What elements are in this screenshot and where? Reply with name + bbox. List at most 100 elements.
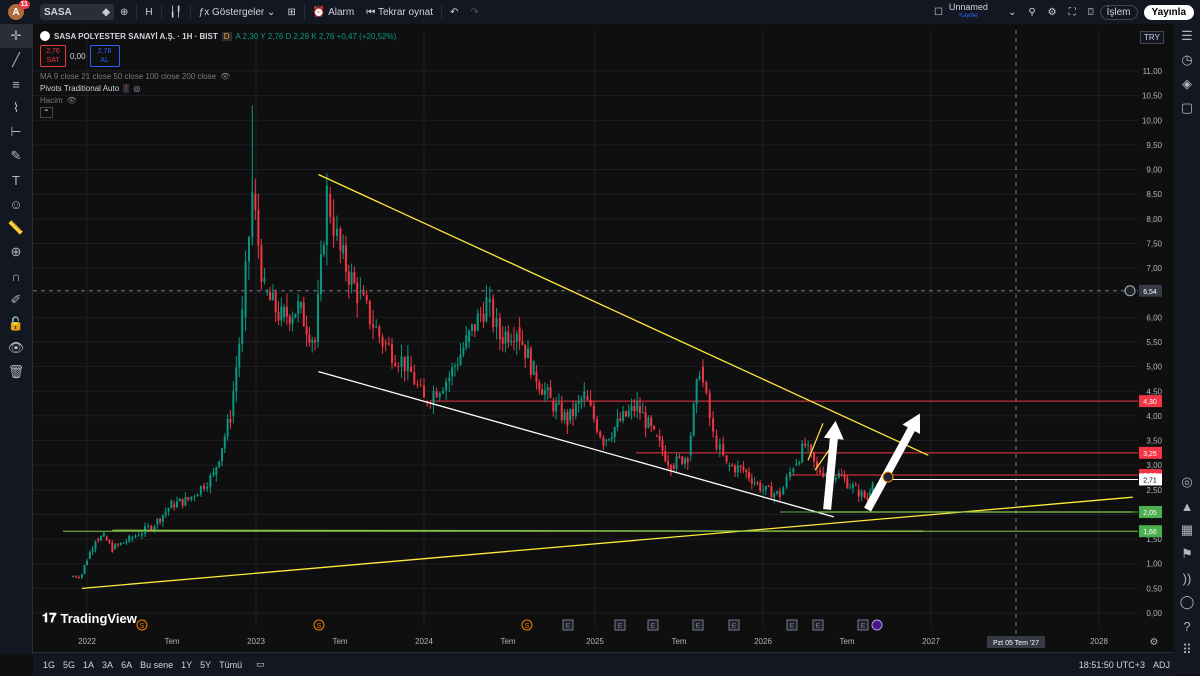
settings-icon[interactable]: ⚙ — [1047, 6, 1057, 18]
candle-body — [77, 577, 80, 579]
quick-search-icon[interactable]: ⚲ — [1028, 6, 1036, 18]
x-tick-label: 2028 — [1090, 637, 1108, 646]
layout-name[interactable]: Unnamed Kaydet — [948, 2, 988, 20]
candle-body — [283, 306, 286, 318]
chart-type-icon[interactable]: ╽╿ — [169, 6, 182, 18]
pattern-icon[interactable]: ⌇ — [12, 100, 20, 115]
alerts-clock-icon[interactable]: ◷ — [1181, 52, 1193, 67]
trash-icon[interactable]: 🗑 — [7, 364, 25, 379]
help-icon[interactable]: ? — [1183, 618, 1191, 634]
earnings-marker-icon[interactable] — [786, 619, 798, 631]
candle-body — [669, 465, 672, 472]
flag-icon[interactable]: ⚑ — [1181, 546, 1193, 561]
lock-icon[interactable]: 🔓 — [7, 316, 25, 331]
volume-eye-icon[interactable]: 👁 — [66, 95, 77, 105]
broadcast-icon[interactable]: )) — [1182, 570, 1192, 586]
magnet-icon[interactable]: ∩ — [11, 268, 21, 284]
earnings-marker-icon[interactable] — [812, 619, 824, 631]
price-tag — [1139, 395, 1162, 408]
earnings-marker-icon[interactable] — [647, 619, 659, 631]
candle-body — [223, 436, 226, 449]
range-1[interactable]: 5G — [63, 659, 76, 670]
up-icon[interactable]: ▲ — [1180, 498, 1194, 514]
redo-icon[interactable]: ↷ — [470, 6, 479, 18]
split-marker-icon[interactable] — [136, 619, 148, 631]
range-7[interactable]: 5Y — [200, 659, 212, 670]
compass-icon[interactable]: ◎ — [1181, 474, 1193, 489]
candle-body — [596, 418, 599, 432]
sell-button[interactable]: 2,76 SAT — [40, 45, 66, 67]
range-8[interactable]: Tümü — [219, 659, 243, 670]
split-marker-icon[interactable] — [521, 619, 533, 631]
currency-selector[interactable]: TRY — [1140, 31, 1164, 44]
layouts-icon[interactable]: ⊞ — [287, 6, 296, 18]
adj-toggle[interactable]: ADJ — [1152, 659, 1170, 670]
dividend-marker-icon[interactable] — [871, 619, 883, 631]
earnings-marker-icon[interactable] — [857, 619, 869, 631]
earnings-marker-icon[interactable] — [562, 619, 574, 631]
ruler-icon[interactable]: 📏 — [7, 220, 25, 235]
publish-button[interactable]: Yayınla — [1143, 4, 1194, 20]
candle-body — [555, 402, 558, 412]
earnings-marker-icon[interactable] — [614, 619, 626, 631]
chat-icon[interactable]: ▢ — [1180, 100, 1194, 115]
range-2[interactable]: 1A — [83, 659, 95, 670]
watchlist-icon[interactable]: ☰ — [1181, 28, 1193, 43]
snapshot-icon[interactable]: ⌼ — [1087, 6, 1094, 18]
symbol-search-button[interactable]: SASA ◈ — [40, 4, 114, 20]
layout-checkbox[interactable]: ☐ — [933, 6, 943, 18]
apps-icon[interactable]: ⠿ — [1182, 642, 1192, 657]
pivots-warning-icon[interactable]: ! — [123, 83, 130, 93]
text-icon[interactable]: T — [12, 172, 20, 188]
volume-legend[interactable]: Hacim — [40, 95, 63, 105]
brush-icon[interactable]: ✎ — [10, 148, 22, 163]
emoji-icon[interactable]: ☺ — [9, 196, 23, 212]
bottom-toolbar: 1G 5G 1A 3A 6A Bu sene 1Y 5Y Tümü ▭ 18:51:50 UTC… — [33, 652, 1174, 676]
calendar-icon[interactable]: ▦ — [1180, 522, 1194, 537]
pivots-legend[interactable]: Pivots Traditional Auto — [40, 83, 120, 93]
interval-button[interactable]: H — [145, 6, 153, 18]
eye-icon[interactable]: 👁 — [7, 340, 25, 355]
layout-dropdown-icon[interactable]: ⌄ — [1007, 6, 1017, 18]
clock[interactable]: 18:51:50 UTC+3 — [1078, 659, 1145, 670]
trendline-icon[interactable]: ╱ — [12, 52, 20, 67]
user-avatar[interactable]: A 11 — [8, 0, 30, 20]
range-3[interactable]: 3A — [102, 659, 114, 670]
candle-body — [683, 458, 686, 464]
buy-button[interactable]: 2,76 AL — [89, 45, 120, 67]
indicators-button[interactable]: ƒx Göstergeler ⌄ — [198, 6, 276, 18]
candle-body — [342, 245, 345, 254]
candle-body — [350, 272, 353, 285]
trade-button[interactable]: İşlem — [1099, 4, 1138, 20]
date-range-icon[interactable]: ▭ — [256, 659, 265, 669]
add-symbol-button[interactable]: ⊕ — [120, 6, 129, 18]
replay-button[interactable]: ⏮ Tekrar oynat — [366, 6, 433, 18]
add-alert-icon[interactable] — [1124, 285, 1136, 297]
candle-body — [410, 366, 413, 373]
earnings-marker-icon[interactable] — [728, 619, 740, 631]
range-4[interactable]: 6A — [121, 659, 133, 670]
measure-icon[interactable]: ⊢ — [10, 124, 22, 139]
axis-settings-icon[interactable]: ⚙ — [1150, 637, 1159, 648]
candle-body — [851, 484, 854, 488]
undo-icon[interactable]: ↶ — [450, 6, 459, 18]
crosshair-icon[interactable]: ✛ — [0, 24, 32, 48]
notifications-icon[interactable]: ◯ — [1179, 594, 1195, 609]
ma-legend[interactable]: MA 9 close 21 close 50 close 100 close 2… — [40, 71, 217, 81]
candle-body — [161, 514, 164, 522]
candle-body — [206, 487, 209, 489]
split-marker-icon[interactable] — [313, 619, 325, 631]
alarm-button[interactable]: ⏰ Alarm — [312, 6, 355, 18]
price-chart[interactable]: 11,00 10,50 10,00 9,50 9,00 8,50 8,00 7,50 7,00 6… — [33, 24, 1174, 652]
lock-drawing-icon[interactable]: ✐ — [10, 292, 22, 307]
zoom-icon[interactable]: ⊕ — [10, 244, 22, 259]
range-6[interactable]: 1Y — [181, 659, 193, 670]
earnings-marker-icon[interactable] — [692, 619, 704, 631]
ma-eye-icon[interactable]: 👁 — [220, 71, 231, 81]
layers-icon[interactable]: ◈ — [1182, 76, 1192, 91]
range-0[interactable]: 1G — [43, 659, 56, 670]
fullscreen-icon[interactable]: ⛶ — [1068, 6, 1076, 18]
fib-icon[interactable]: ≡ — [12, 76, 20, 92]
collapse-legend-icon[interactable]: ⌃ — [40, 106, 53, 118]
range-5[interactable]: Bu sene — [140, 659, 174, 670]
